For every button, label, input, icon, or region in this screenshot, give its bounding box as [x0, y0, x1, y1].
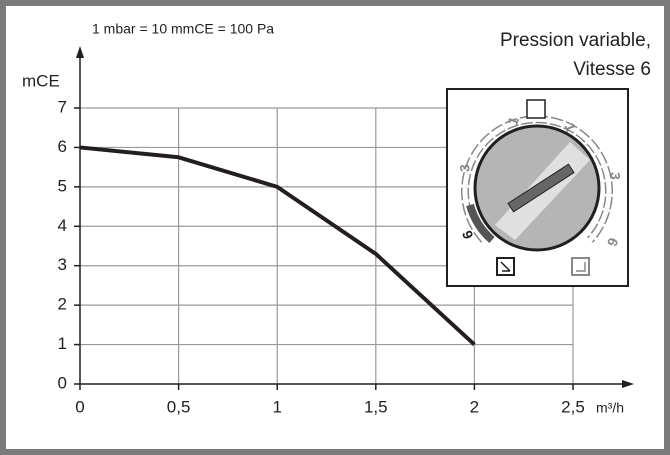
- x-axis-label: m³/h: [596, 400, 624, 416]
- dial-ring-inner: [462, 116, 612, 242]
- y-tick-label: 2: [58, 295, 67, 314]
- y-tick-label: 0: [58, 373, 67, 392]
- knob-pointer: [507, 163, 575, 213]
- chart-title: Pression variable,: [500, 30, 651, 51]
- auto-icon: [526, 99, 546, 119]
- y-tick-label: 7: [58, 97, 67, 116]
- dial-inset: 1 1 3 3 6 6: [446, 88, 629, 287]
- y-tick-label: 1: [58, 334, 67, 353]
- x-tick-label: 1,5: [364, 397, 388, 416]
- y-axis-label: mCE: [22, 71, 60, 90]
- y-tick-label: 3: [58, 255, 67, 274]
- pv-icon-line: [500, 261, 511, 272]
- annotation: 1 mbar = 10 mmCE = 100 Pa: [92, 21, 274, 37]
- y-arrow: [76, 46, 84, 58]
- y-tick-label: 4: [58, 216, 67, 235]
- x-tick-label: 1: [272, 397, 281, 416]
- y-tick-label: 6: [58, 137, 67, 156]
- x-tick-label: 2: [470, 397, 479, 416]
- pc-icon: [571, 257, 590, 276]
- inset-label: 3: [457, 164, 473, 172]
- dial-active: [466, 203, 495, 244]
- y-tick-label: 5: [58, 176, 67, 195]
- inset-label: 3: [607, 172, 623, 180]
- x-tick-label: 0,5: [167, 397, 191, 416]
- chart-subtitle: Vitesse 6: [573, 59, 651, 80]
- pc-icon-line: [576, 262, 586, 272]
- x-tick-label: 0: [75, 397, 84, 416]
- x-arrow: [622, 380, 634, 388]
- x-tick-label: 2,5: [561, 397, 585, 416]
- curve: [79, 145, 476, 347]
